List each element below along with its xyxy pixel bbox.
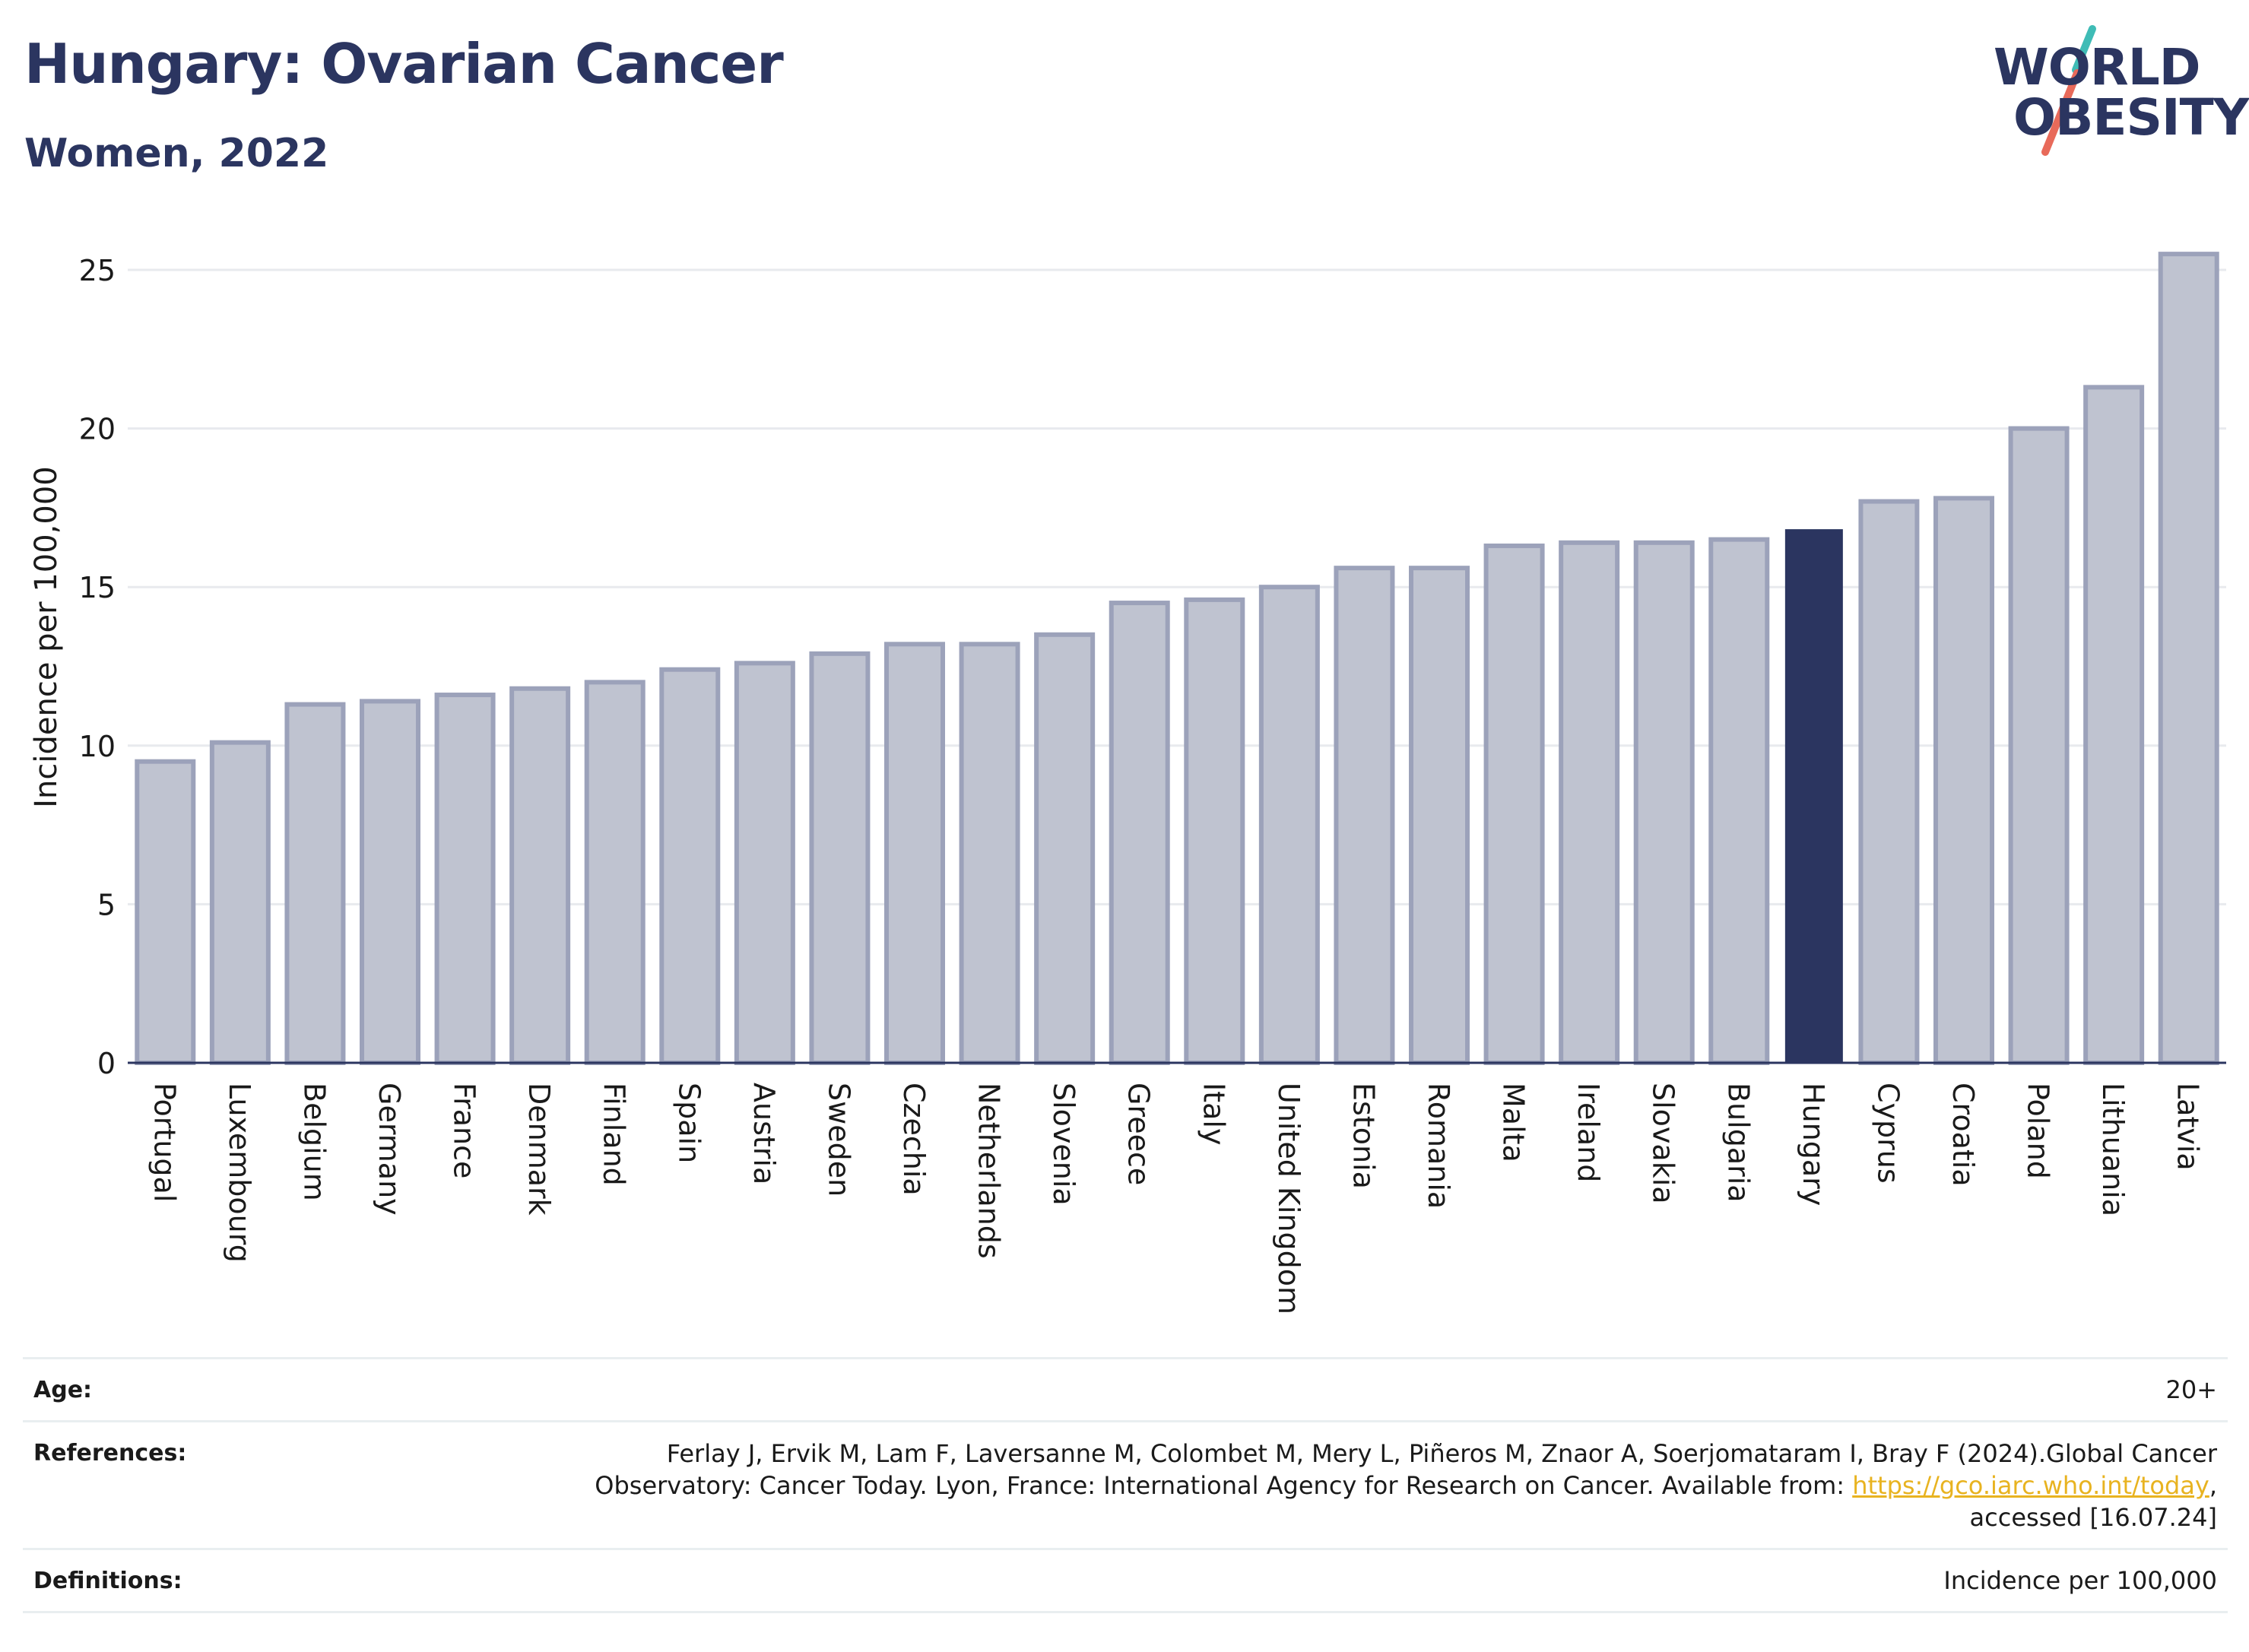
bar-luxembourg bbox=[209, 740, 271, 1065]
logo-line2: OBESITY bbox=[2013, 88, 2249, 147]
bar-denmark bbox=[509, 686, 571, 1065]
x-tick-label: Denmark bbox=[522, 1083, 556, 1216]
x-tick-label: Lithuania bbox=[2096, 1083, 2130, 1216]
bar-slovenia bbox=[1034, 632, 1096, 1065]
x-tick-label: Austria bbox=[747, 1083, 781, 1184]
references-row: References: Ferlay J, Ervik M, Lam F, La… bbox=[23, 1420, 2228, 1548]
bar-belgium bbox=[284, 702, 346, 1066]
bar-hungary bbox=[1784, 529, 1843, 1064]
age-label: Age: bbox=[33, 1376, 93, 1403]
y-axis-title: Incidence per 100,000 bbox=[29, 466, 64, 808]
x-tick-label: Germany bbox=[373, 1083, 406, 1216]
x-tick-label: Croatia bbox=[1946, 1083, 1980, 1187]
x-tick-label: Finland bbox=[598, 1083, 631, 1186]
x-tick-label: Hungary bbox=[1797, 1083, 1830, 1206]
x-tick-label: Portugal bbox=[148, 1083, 181, 1202]
references-text: Ferlay J, Ervik M, Lam F, Laversanne M, … bbox=[595, 1439, 2217, 1500]
x-tick-label: Romania bbox=[1422, 1083, 1455, 1209]
references-tail: , accessed [16.07.24] bbox=[1969, 1471, 2217, 1532]
definitions-value: Incidence per 100,000 bbox=[1943, 1566, 2217, 1595]
y-tick-label: 15 bbox=[79, 571, 116, 604]
x-tick-label: Slovakia bbox=[1647, 1083, 1680, 1204]
bar-united-kingdom bbox=[1258, 585, 1320, 1065]
y-tick-labels: 0 5 10 15 20 25 bbox=[79, 254, 116, 1080]
x-tick-label: Luxembourg bbox=[223, 1083, 256, 1263]
x-tick-label: Spain bbox=[672, 1083, 706, 1163]
x-tick-label: Cyprus bbox=[1871, 1083, 1905, 1184]
x-tick-label: Ireland bbox=[1572, 1083, 1605, 1182]
world-obesity-logo: WORLD OBESITY bbox=[1977, 23, 2249, 160]
bar-greece bbox=[1109, 601, 1170, 1065]
x-tick-label: Czechia bbox=[897, 1083, 931, 1196]
age-row: Age: 20+ bbox=[23, 1357, 2228, 1420]
bar-poland bbox=[2008, 426, 2070, 1066]
x-tick-label: Greece bbox=[1122, 1083, 1156, 1185]
bar-croatia bbox=[1933, 496, 1994, 1066]
x-tick-label: Slovenia bbox=[1047, 1083, 1080, 1206]
bar-finland bbox=[584, 680, 646, 1065]
references-value: Ferlay J, Ervik M, Lam F, Laversanne M, … bbox=[590, 1438, 2217, 1533]
page-title: Hungary: Ovarian Cancer bbox=[24, 32, 784, 96]
y-tick-label: 0 bbox=[97, 1047, 116, 1080]
bar-sweden bbox=[809, 651, 871, 1065]
y-tick-label: 10 bbox=[79, 730, 116, 763]
bar-netherlands bbox=[959, 642, 1020, 1065]
definitions-label: Definitions: bbox=[33, 1567, 182, 1594]
bar-cyprus bbox=[1858, 499, 1920, 1065]
info-table: Age: 20+ References: Ferlay J, Ervik M, … bbox=[23, 1357, 2228, 1613]
y-tick-label: 25 bbox=[79, 254, 116, 287]
x-tick-label: Bulgaria bbox=[1721, 1083, 1755, 1203]
definitions-row: Definitions: Incidence per 100,000 bbox=[23, 1548, 2228, 1613]
references-link[interactable]: https://gco.iarc.who.int/today bbox=[1852, 1471, 2209, 1500]
bar-estonia bbox=[1334, 566, 1395, 1065]
x-tick-label: Italy bbox=[1197, 1083, 1230, 1145]
x-tick-label: Sweden bbox=[822, 1083, 855, 1197]
bar-malta bbox=[1483, 543, 1545, 1065]
bar-germany bbox=[360, 699, 420, 1066]
bar-italy bbox=[1184, 597, 1245, 1065]
bar-slovakia bbox=[1633, 540, 1695, 1065]
y-tick-label: 20 bbox=[79, 413, 116, 446]
references-label: References: bbox=[33, 1440, 187, 1467]
logo-slash-icon bbox=[2041, 25, 2096, 156]
bar-romania bbox=[1409, 566, 1470, 1065]
x-tick-label: Belgium bbox=[297, 1083, 331, 1201]
x-tick-label: Malta bbox=[1497, 1083, 1531, 1162]
logo-line1: WORLD bbox=[1994, 38, 2201, 97]
bar-bulgaria bbox=[1708, 537, 1770, 1065]
x-tick-label: Poland bbox=[2022, 1083, 2055, 1179]
y-tick-label: 5 bbox=[97, 888, 116, 921]
bar-chart: 0 5 10 15 20 25 Portugal Luxembourg Belgium Germ… bbox=[29, 252, 2226, 1314]
bar-france bbox=[434, 693, 496, 1065]
x-tick-label: Estonia bbox=[1347, 1083, 1380, 1189]
bar-czechia bbox=[884, 642, 945, 1065]
x-tick-label: Latvia bbox=[2171, 1083, 2205, 1171]
x-tick-label: United Kingdom bbox=[1272, 1083, 1305, 1314]
bar-austria bbox=[734, 661, 795, 1065]
bar-ireland bbox=[1559, 540, 1620, 1065]
bars bbox=[135, 252, 2219, 1066]
bar-portugal bbox=[135, 759, 196, 1065]
bar-lithuania bbox=[2083, 385, 2145, 1065]
bar-spain bbox=[659, 667, 721, 1065]
page-subtitle: Women, 2022 bbox=[24, 131, 329, 176]
age-value: 20+ bbox=[2165, 1375, 2217, 1404]
x-tick-labels: Portugal Luxembourg Belgium Germany France De… bbox=[148, 1083, 2204, 1314]
x-tick-label: Netherlands bbox=[972, 1083, 1006, 1259]
x-tick-label: France bbox=[448, 1083, 481, 1178]
bar-latvia bbox=[2158, 252, 2219, 1065]
